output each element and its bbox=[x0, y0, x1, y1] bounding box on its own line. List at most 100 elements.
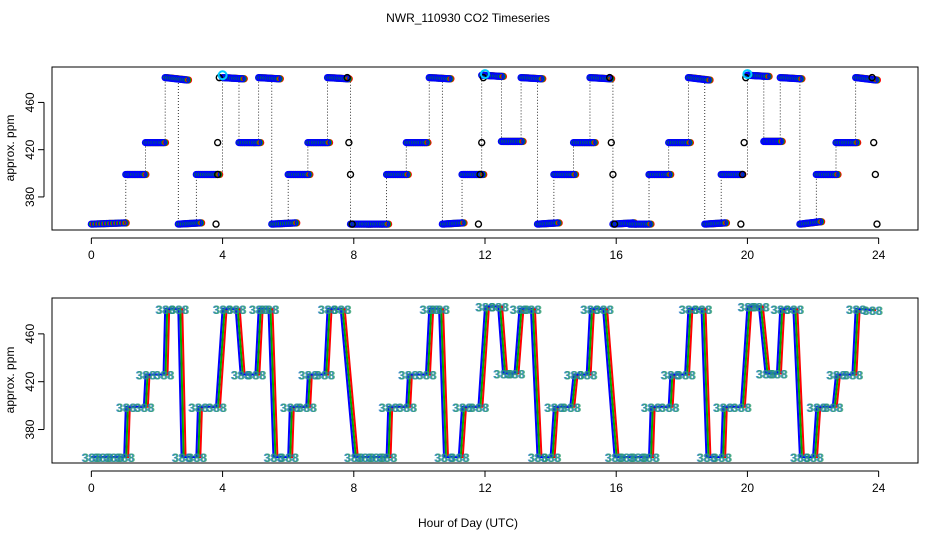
text-marker: 388 bbox=[784, 303, 804, 317]
data-point-black bbox=[740, 138, 748, 147]
text-marker: 388 bbox=[279, 451, 299, 465]
top-x-tick-label: 8 bbox=[350, 248, 357, 262]
data-point-black bbox=[873, 220, 881, 228]
text-marker: 388 bbox=[713, 401, 733, 415]
text-marker: 388 bbox=[731, 401, 751, 415]
text-marker: 388 bbox=[331, 303, 351, 317]
bottom-x-axis: 0 4 8 12 16 20 24 bbox=[88, 470, 886, 495]
data-point-black bbox=[609, 170, 617, 179]
text-marker: 388 bbox=[449, 451, 469, 465]
top-panel: 0 4 8 12 16 20 24 380 420 460 approx. ppm bbox=[3, 66, 919, 262]
text-marker: 388 bbox=[136, 369, 156, 383]
text-marker: 388 bbox=[541, 451, 561, 465]
text-marker: 388 bbox=[314, 369, 334, 383]
text-marker: 388 bbox=[863, 304, 883, 318]
text-marker: 388 bbox=[82, 451, 102, 465]
data-point-blue bbox=[402, 170, 410, 179]
text-marker: 388 bbox=[846, 303, 866, 317]
text-marker: 388 bbox=[542, 451, 562, 465]
text-marker: 388 bbox=[522, 303, 542, 317]
text-marker: 388 bbox=[263, 451, 283, 465]
text-marker: 388 bbox=[807, 401, 827, 415]
text-marker: 388 bbox=[594, 303, 614, 317]
data-point-blue bbox=[304, 170, 312, 179]
text-marker: 388 bbox=[544, 401, 564, 415]
text-marker: 388 bbox=[366, 451, 386, 465]
bottom-x-tick-label: 16 bbox=[610, 481, 624, 495]
text-marker: 388 bbox=[771, 303, 791, 317]
text-marker: 388 bbox=[246, 369, 266, 383]
text-marker: 388 bbox=[616, 451, 636, 465]
text-marker: 388 bbox=[790, 451, 810, 465]
text-marker: 388 bbox=[297, 401, 317, 415]
text-marker: 388 bbox=[661, 369, 681, 383]
text-marker: 388 bbox=[430, 303, 450, 317]
bottom-y-tick-label: 380 bbox=[23, 419, 37, 439]
text-marker: 388 bbox=[396, 401, 416, 415]
data-point-cyan bbox=[480, 69, 490, 80]
bottom-x-tick-label: 20 bbox=[741, 481, 755, 495]
data-point-blue bbox=[589, 138, 597, 147]
text-marker: 388 bbox=[378, 401, 398, 415]
bottom-y-tick-label: 420 bbox=[23, 371, 37, 391]
data-point-black bbox=[346, 170, 355, 179]
data-point-black bbox=[610, 220, 619, 228]
bottom-x-tick-label: 0 bbox=[88, 481, 95, 495]
data-point-blue bbox=[517, 137, 525, 146]
text-marker: 388 bbox=[135, 369, 155, 383]
text-marker: 388 bbox=[738, 300, 758, 314]
text-marker: 388 bbox=[226, 303, 246, 317]
text-marker: 388 bbox=[468, 401, 488, 415]
text-marker: 388 bbox=[81, 451, 101, 465]
data-point-blue bbox=[422, 138, 430, 147]
text-marker: 388 bbox=[767, 367, 787, 381]
bottom-text-markers: 3883883883883883883883883883883883883883… bbox=[81, 300, 883, 465]
bottom-y-axis-label: approx. ppm bbox=[3, 347, 17, 414]
top-vertical-connectors bbox=[125, 75, 857, 225]
x-axis-label: Hour of Day (UTC) bbox=[418, 516, 518, 530]
text-marker: 388 bbox=[429, 303, 449, 317]
text-marker: 388 bbox=[117, 401, 137, 415]
text-marker: 388 bbox=[489, 300, 509, 314]
text-marker: 388 bbox=[207, 401, 227, 415]
data-point-blue bbox=[776, 137, 784, 146]
text-marker: 388 bbox=[642, 401, 662, 415]
text-marker: 388 bbox=[711, 451, 731, 465]
text-marker: 388 bbox=[806, 401, 826, 415]
top-x-tick-label: 24 bbox=[872, 248, 886, 262]
text-marker: 388 bbox=[345, 451, 365, 465]
top-plot-box bbox=[51, 66, 919, 231]
text-marker: 388 bbox=[172, 451, 192, 465]
top-x-tick-label: 4 bbox=[219, 248, 226, 262]
text-marker: 388 bbox=[692, 303, 712, 317]
bottom-series-lines bbox=[91, 305, 877, 459]
data-point-black bbox=[476, 170, 484, 179]
data-point-blue bbox=[195, 219, 204, 227]
data-point-blue bbox=[704, 76, 712, 84]
text-marker: 388 bbox=[296, 401, 316, 415]
text-marker: 388 bbox=[488, 300, 508, 314]
text-marker: 388 bbox=[232, 369, 252, 383]
text-marker: 388 bbox=[186, 451, 206, 465]
data-point-blue bbox=[815, 218, 824, 226]
data-point-blue bbox=[382, 220, 391, 228]
data-point-blue bbox=[720, 219, 729, 227]
bottom-x-tick-label: 8 bbox=[350, 481, 357, 495]
data-point-blue bbox=[140, 170, 148, 179]
text-marker: 388 bbox=[749, 300, 769, 314]
data-point-blue bbox=[182, 76, 191, 84]
text-marker: 388 bbox=[156, 303, 176, 317]
text-marker: 388 bbox=[344, 451, 364, 465]
text-marker: 388 bbox=[231, 369, 251, 383]
text-marker: 388 bbox=[213, 303, 233, 317]
text-marker: 388 bbox=[154, 369, 174, 383]
text-marker: 388 bbox=[135, 401, 155, 415]
data-point-blue bbox=[117, 219, 125, 227]
text-marker: 388 bbox=[398, 369, 418, 383]
bottom-y-axis: 380 420 460 bbox=[23, 324, 45, 440]
data-point-cyan bbox=[217, 70, 228, 81]
text-marker: 388 bbox=[245, 369, 265, 383]
text-marker: 388 bbox=[842, 369, 862, 383]
text-marker: 388 bbox=[475, 300, 495, 314]
text-marker: 388 bbox=[169, 303, 189, 317]
